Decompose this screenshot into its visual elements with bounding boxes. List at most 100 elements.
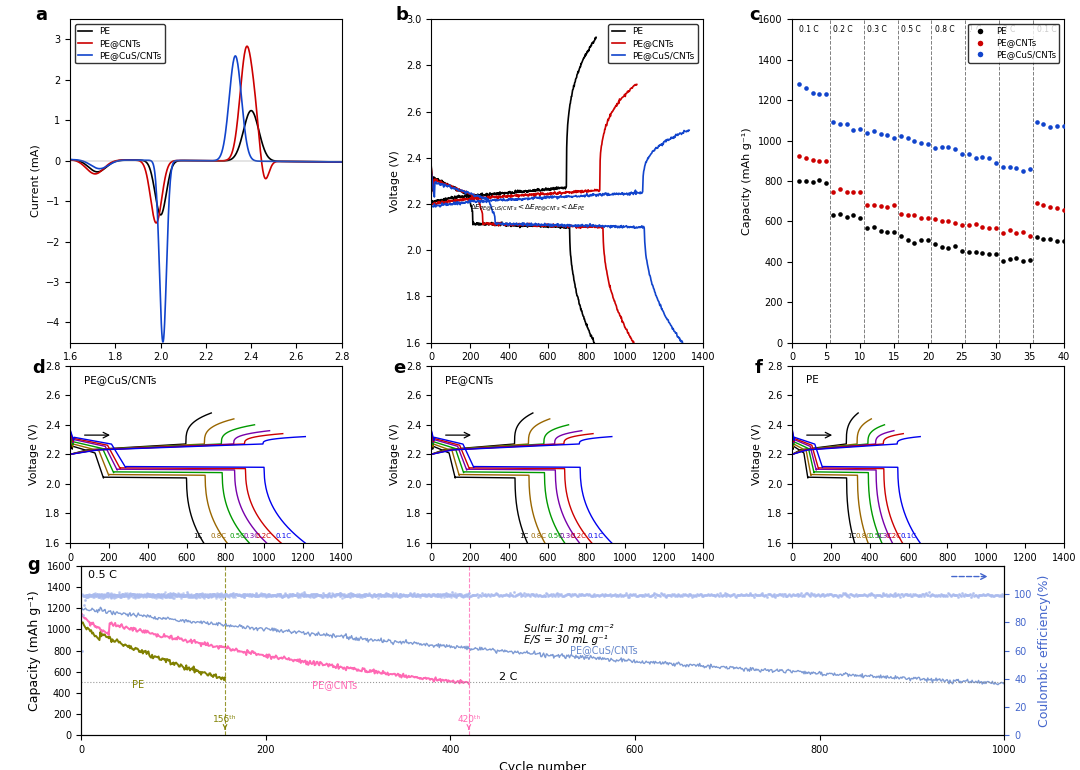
Text: b: b (396, 6, 409, 25)
Point (797, 152, 814, 164)
Point (445, 590, 462, 602)
Point (81, 590, 98, 602)
Point (446, 588, 463, 601)
Point (690, 589, 707, 601)
Point (273, 590, 291, 602)
Point (963, 589, 981, 601)
Point (596, 588, 613, 600)
Point (181, 590, 199, 602)
Point (94, 589, 111, 601)
Point (161, 591, 178, 603)
Point (391, 588, 408, 600)
Point (530, 589, 548, 601)
Point (458, 590, 475, 602)
Point (114, 590, 132, 602)
Point (345, 590, 362, 602)
Point (872, 591, 889, 603)
Point (235, 589, 253, 601)
Point (266, 589, 283, 601)
Point (119, 590, 136, 602)
Point (426, 588, 443, 601)
PE@CNTs (64, 156, 77, 165)
Point (937, 588, 955, 601)
Point (475, 589, 492, 601)
Point (761, 588, 779, 601)
Point (228, 588, 245, 600)
Point (424, 588, 442, 601)
Point (832, 182, 849, 195)
Point (521, 589, 538, 601)
Point (549, 587, 566, 599)
Point (298, 589, 315, 601)
Point (353, 589, 370, 601)
Point (159, 591, 176, 603)
Point (946, 216, 963, 229)
Point (381, 589, 399, 601)
Point (599, 589, 617, 601)
Point (799, 588, 816, 600)
Point (715, 588, 732, 601)
Point (332, 587, 349, 599)
Point (211, 588, 228, 601)
Point (1055, 235, 1072, 247)
Point (292, 589, 309, 601)
Point (698, 588, 715, 601)
Point (315, 589, 333, 601)
Text: 420ᵗʰ: 420ᵗʰ (457, 715, 481, 729)
Point (460, 591, 477, 603)
Point (135, 588, 152, 601)
Point (111, 591, 129, 603)
Point (302, 588, 320, 601)
Point (94, 588, 111, 600)
Point (954, 245, 971, 257)
Point (177, 589, 194, 601)
Point (90, 589, 107, 601)
Point (508, 589, 525, 601)
Point (123, 588, 140, 601)
Point (138, 590, 156, 602)
Point (297, 588, 314, 601)
Point (120, 588, 137, 601)
Point (604, 589, 621, 601)
Point (643, 590, 660, 602)
Point (422, 589, 440, 601)
Point (822, 588, 839, 601)
Point (447, 591, 464, 603)
Point (542, 588, 559, 600)
Point (814, 588, 832, 601)
Point (974, 246, 991, 259)
Point (145, 590, 162, 602)
Point (989, 589, 1007, 601)
Point (967, 152, 984, 164)
Point (394, 588, 411, 601)
Point (673, 589, 690, 601)
Point (114, 588, 132, 601)
Point (791, 78, 808, 90)
Point (607, 589, 624, 601)
Point (890, 588, 907, 601)
Point (904, 589, 921, 601)
PE (347, 157, 360, 166)
Point (377, 587, 394, 599)
Point (152, 589, 170, 601)
Point (834, 587, 851, 599)
Point (818, 88, 835, 100)
Point (781, 588, 798, 601)
Point (851, 212, 868, 224)
Point (994, 590, 1011, 602)
Point (645, 588, 662, 601)
Point (282, 589, 299, 601)
Point (184, 591, 201, 603)
Point (909, 589, 927, 601)
Point (189, 588, 206, 600)
Point (134, 589, 151, 601)
Point (216, 589, 233, 601)
Point (436, 588, 454, 601)
Point (78, 590, 95, 602)
Point (224, 588, 241, 600)
Point (447, 590, 464, 602)
Point (388, 589, 405, 601)
Point (199, 591, 216, 604)
Point (179, 588, 197, 600)
Point (444, 588, 461, 601)
